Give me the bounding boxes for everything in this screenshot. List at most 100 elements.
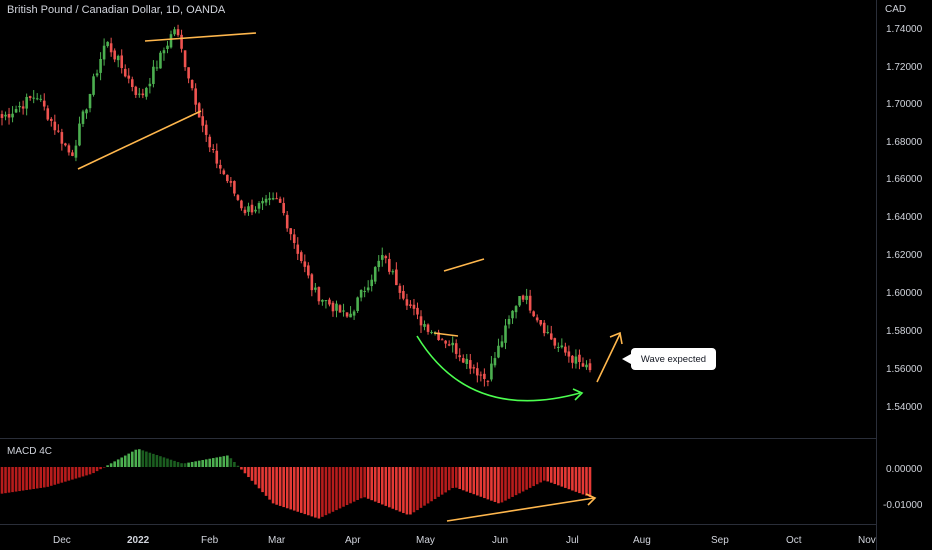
candle-body[interactable]	[162, 50, 166, 54]
candle-body[interactable]	[201, 116, 204, 126]
macd-bar[interactable]	[42, 467, 46, 488]
macd-bar[interactable]	[148, 452, 152, 467]
candle-body[interactable]	[553, 338, 557, 346]
candle-body[interactable]	[42, 100, 46, 107]
rounded-bottom-arc[interactable]	[416, 335, 581, 402]
macd-bar[interactable]	[567, 467, 571, 490]
macd-bar[interactable]	[254, 467, 257, 485]
candle-body[interactable]	[507, 318, 511, 325]
candle-body[interactable]	[423, 324, 426, 327]
macd-bar[interactable]	[321, 467, 324, 517]
macd-bar[interactable]	[444, 467, 447, 493]
macd-bar[interactable]	[247, 467, 250, 478]
macd-bar[interactable]	[162, 457, 166, 467]
macd-bar[interactable]	[271, 467, 275, 504]
macd-bar[interactable]	[490, 467, 493, 501]
macd-bar[interactable]	[109, 463, 113, 467]
candle-body[interactable]	[148, 83, 152, 87]
macd-bar[interactable]	[211, 458, 215, 467]
macd-bar[interactable]	[264, 467, 268, 496]
candle-body[interactable]	[268, 198, 271, 200]
macd-bar[interactable]	[472, 467, 476, 495]
candle-body[interactable]	[430, 332, 433, 334]
candle-body[interactable]	[447, 344, 451, 346]
candle-body[interactable]	[28, 96, 32, 98]
candle-body[interactable]	[35, 98, 39, 100]
macd-bar[interactable]	[18, 467, 21, 492]
macd-bar[interactable]	[208, 458, 212, 467]
candle-body[interactable]	[25, 96, 28, 109]
macd-bar[interactable]	[324, 467, 328, 516]
macd-bar[interactable]	[363, 467, 366, 498]
macd-bar[interactable]	[458, 467, 462, 489]
candle-body[interactable]	[285, 214, 289, 229]
candle-body[interactable]	[240, 200, 243, 209]
macd-bar[interactable]	[370, 467, 374, 501]
candle-body[interactable]	[440, 339, 444, 341]
candle-body[interactable]	[60, 132, 64, 144]
macd-bar[interactable]	[106, 465, 109, 467]
macd-bar[interactable]	[173, 460, 176, 467]
macd-bar[interactable]	[278, 467, 282, 506]
macd-bar[interactable]	[426, 467, 430, 504]
candle-body[interactable]	[236, 195, 240, 200]
macd-bar[interactable]	[380, 467, 384, 505]
candle-body[interactable]	[141, 93, 145, 96]
macd-bar[interactable]	[528, 467, 532, 488]
candle-body[interactable]	[275, 198, 278, 200]
macd-bar[interactable]	[236, 465, 240, 467]
candle-body[interactable]	[560, 345, 564, 348]
macd-bar[interactable]	[395, 467, 398, 511]
macd-bar[interactable]	[120, 457, 124, 467]
macd-bar[interactable]	[549, 467, 553, 483]
candle-body[interactable]	[190, 79, 194, 89]
macd-bar[interactable]	[229, 458, 233, 467]
macd-bar[interactable]	[585, 467, 588, 496]
candle-body[interactable]	[384, 256, 388, 259]
candle-body[interactable]	[564, 346, 567, 353]
macd-bar[interactable]	[222, 456, 226, 467]
candle-body[interactable]	[299, 252, 303, 261]
macd-bar[interactable]	[282, 467, 285, 508]
macd-bar[interactable]	[391, 467, 395, 509]
candle-body[interactable]	[218, 164, 222, 169]
macd-bar[interactable]	[581, 467, 585, 495]
candle-body[interactable]	[571, 355, 574, 363]
candle-body[interactable]	[472, 367, 476, 369]
macd-bar[interactable]	[518, 467, 521, 494]
macd-bar[interactable]	[243, 467, 247, 474]
candle-body[interactable]	[465, 358, 469, 364]
candle-body[interactable]	[324, 300, 328, 302]
candle-body[interactable]	[525, 295, 528, 300]
candle-body[interactable]	[250, 204, 254, 213]
macd-bar[interactable]	[430, 467, 433, 502]
macd-bar[interactable]	[310, 467, 314, 517]
candle-body[interactable]	[490, 363, 493, 380]
candle-body[interactable]	[130, 79, 134, 88]
candle-body[interactable]	[282, 203, 285, 214]
macd-bar[interactable]	[560, 467, 564, 487]
macd-bar[interactable]	[102, 467, 106, 468]
candle-body[interactable]	[546, 332, 550, 334]
macd-bar[interactable]	[88, 467, 92, 475]
candle-body[interactable]	[412, 304, 416, 309]
macd-bar[interactable]	[479, 467, 483, 497]
candle-body[interactable]	[518, 296, 521, 306]
candle-body[interactable]	[405, 299, 409, 306]
candle-body[interactable]	[102, 45, 106, 60]
macd-bar[interactable]	[486, 467, 490, 500]
candle-body[interactable]	[215, 150, 219, 164]
macd-bar[interactable]	[447, 467, 451, 491]
macd-bar[interactable]	[197, 460, 201, 467]
candle-body[interactable]	[120, 55, 124, 69]
candle-body[interactable]	[303, 261, 307, 267]
candle-body[interactable]	[528, 295, 532, 311]
macd-bar[interactable]	[314, 467, 317, 518]
candle-body[interactable]	[549, 333, 553, 340]
macd-bar[interactable]	[74, 467, 78, 479]
candle-body[interactable]	[380, 255, 384, 260]
candle-body[interactable]	[493, 358, 497, 366]
macd-bar[interactable]	[176, 462, 180, 467]
candle-body[interactable]	[468, 360, 472, 369]
macd-bar[interactable]	[514, 467, 518, 496]
